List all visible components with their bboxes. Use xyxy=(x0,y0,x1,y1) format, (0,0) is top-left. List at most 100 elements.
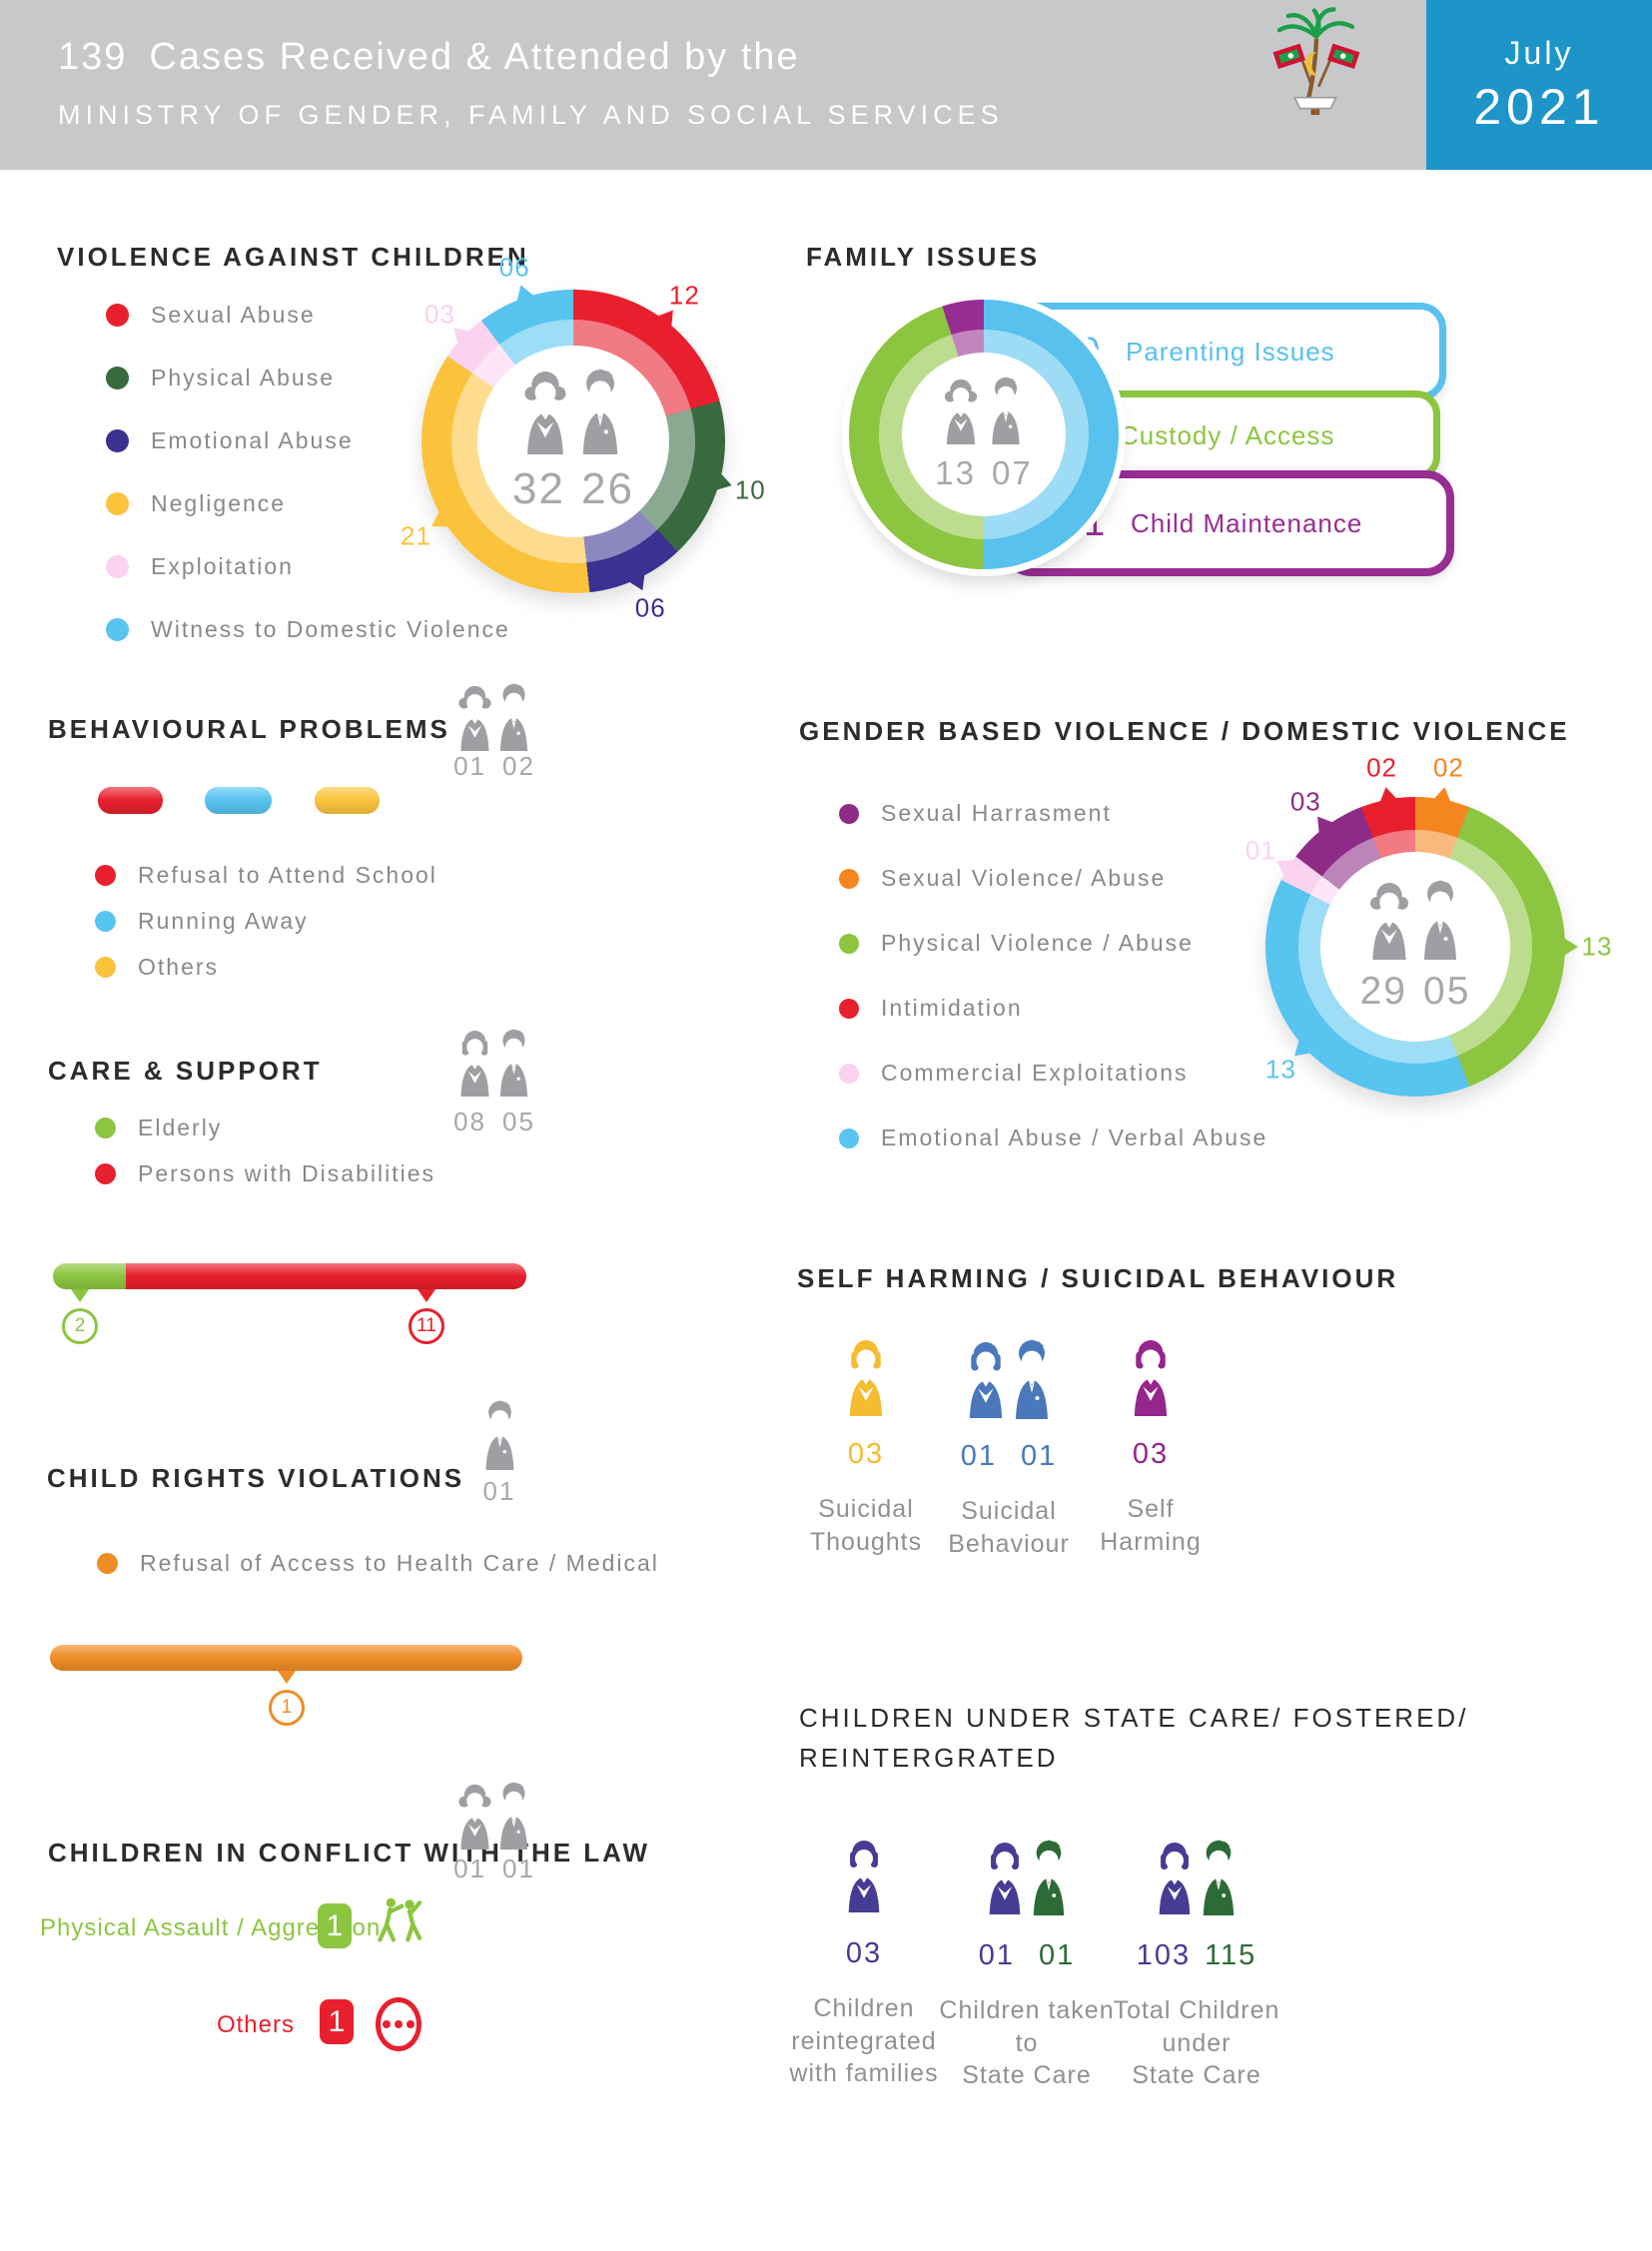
woman-icon xyxy=(458,1031,491,1097)
total-children-state-care-stat: 103 115 Total Children under State Care xyxy=(1085,1832,1308,2092)
care-support-bar-chart xyxy=(53,1263,526,1289)
legend-dot-icon xyxy=(95,956,116,978)
boy-icon xyxy=(496,683,531,751)
legend-item: Physical Abuse xyxy=(106,347,510,409)
donut-value-label: 01 xyxy=(1244,835,1276,866)
girls-count: 01 xyxy=(453,751,486,781)
legend-item: Sexual Abuse xyxy=(106,284,510,347)
woman-icon xyxy=(967,1336,1005,1424)
girl-icon xyxy=(1369,882,1409,960)
girl-icon xyxy=(458,1784,491,1850)
legend-label: Refusal to Attend School xyxy=(138,861,437,888)
others-label: Others xyxy=(216,2011,295,2038)
legend-dot-icon xyxy=(95,1162,116,1184)
girls-count: 13 xyxy=(935,454,976,491)
legend-label: Others xyxy=(138,953,220,980)
bar-segment-elderly xyxy=(53,1263,126,1289)
child-rights-legend: Refusal of Access to Health Care / Medic… xyxy=(57,1540,659,1586)
legend-label: Emotional Abuse xyxy=(151,427,354,453)
boys-count: 01 xyxy=(502,1854,535,1883)
self-harming-stat: 03 Self Harming xyxy=(1061,1334,1240,1558)
legend-dot-icon xyxy=(95,864,116,886)
stat-label: Children taken to State Care xyxy=(939,1996,1115,2089)
marker-pointer-icon xyxy=(278,1671,296,1684)
legend-item: Others xyxy=(95,944,437,990)
legend-item: Emotional Abuse / Verbal Abuse xyxy=(839,1106,1267,1170)
legend-label: Intimidation xyxy=(881,995,1023,1021)
legend-item: Elderly xyxy=(95,1105,435,1150)
legend-dot-icon xyxy=(106,304,129,327)
legend-label: Physical Violence / Abuse xyxy=(881,930,1194,956)
reintegrated-count: 03 xyxy=(845,1937,883,1969)
girl-icon xyxy=(846,1832,882,1921)
children-reintegrated-stat: 03 Children reintegrated with families xyxy=(764,1832,964,2090)
women-count: 29 xyxy=(1359,970,1407,1013)
donut-value-label: 02 xyxy=(1432,752,1464,783)
care-support-gender-icons xyxy=(458,1029,531,1097)
section-title-care-support: CARE & SUPPORT xyxy=(48,1055,323,1086)
legend-item: Refusal of Access to Health Care / Medic… xyxy=(97,1540,659,1586)
legend-label: Commercial Exploitations xyxy=(881,1060,1189,1086)
legend-label: Sexual Abuse xyxy=(151,302,316,328)
girls-total: 103 xyxy=(1136,1939,1192,1971)
stat-label: Self Harming xyxy=(1100,1495,1202,1556)
ellipsis-icon xyxy=(376,1997,421,2051)
section-title-behavioural-problems: BEHAVIOURAL PROBLEMS xyxy=(48,713,450,744)
legend-item: Physical Violence / Abuse xyxy=(839,911,1267,976)
girl-icon xyxy=(523,371,567,454)
conflict-law-gender-icons xyxy=(458,1782,531,1850)
girls-count: 32 xyxy=(512,464,565,513)
boys-total: 115 xyxy=(1205,1939,1257,1971)
parenting-issues-label: Parenting Issues xyxy=(1126,336,1335,367)
boy-icon xyxy=(496,1782,531,1850)
report-year: 2021 xyxy=(1473,78,1605,135)
donut-value-label: 10 xyxy=(734,474,766,505)
boys-count: 02 xyxy=(502,751,535,781)
boy-icon xyxy=(577,369,623,454)
maldives-emblem-icon xyxy=(1260,4,1372,126)
boy-icon xyxy=(1030,1832,1068,1923)
stat-label: Suicidal Behaviour xyxy=(948,1497,1070,1558)
vac-legend: Sexual Abuse Physical Abuse Emotional Ab… xyxy=(66,284,510,661)
donut-center: 32 26 xyxy=(477,346,669,537)
legend-label: Negligence xyxy=(151,490,287,516)
woman-icon xyxy=(847,1334,885,1422)
legend-label: Exploitation xyxy=(151,553,294,579)
girls-count: 01 xyxy=(978,1939,1015,1971)
slice-pointer-icon xyxy=(1562,937,1578,957)
girl-icon xyxy=(1157,1834,1193,1923)
section-title-gender-based-violence: GENDER BASED VIOLENCE / DOMESTIC VIOLENC… xyxy=(799,715,1570,746)
man-icon xyxy=(496,1029,531,1097)
donut-value-label: 03 xyxy=(1289,786,1321,817)
disabilities-value: 11 xyxy=(416,1315,436,1336)
elderly-value: 2 xyxy=(74,1315,86,1336)
legend-dot-icon xyxy=(839,933,859,954)
donut-value-label: 13 xyxy=(1581,931,1613,962)
male-count: 01 xyxy=(1021,1440,1058,1472)
header-title-text: Cases Received & Attended by the xyxy=(149,36,800,78)
slice-pointer-icon xyxy=(714,471,735,495)
suicidal-behaviour-stat: 01 01 Suicidal Behaviour xyxy=(919,1334,1099,1560)
health-care-value: 1 xyxy=(281,1697,293,1718)
girls-count: 01 xyxy=(453,1854,486,1883)
legend-item: Commercial Exploitations xyxy=(839,1041,1267,1106)
conflict-law-counts: 01 01 xyxy=(446,1854,542,1884)
slice-pointer-icon xyxy=(1432,785,1455,804)
slice-pointer-icon xyxy=(511,282,535,304)
girl-icon xyxy=(944,378,978,444)
boys-count: 07 xyxy=(992,454,1033,491)
boy-icon xyxy=(1419,880,1461,960)
legend-item: Intimidation xyxy=(839,976,1267,1041)
category-pill-others xyxy=(315,787,380,814)
legend-dot-icon xyxy=(106,367,129,389)
category-pill-running-away xyxy=(205,787,272,814)
marker-pointer-icon xyxy=(417,1289,435,1302)
total-case-count: 139 xyxy=(58,36,128,78)
legend-dot-icon xyxy=(106,492,129,515)
donut-value-label: 03 xyxy=(423,299,455,330)
legend-item: Negligence xyxy=(106,472,510,535)
legend-dot-icon xyxy=(839,803,859,824)
legend-dot-icon xyxy=(839,1127,859,1148)
section-title-child-rights: CHILD RIGHTS VIOLATIONS xyxy=(47,1462,465,1493)
